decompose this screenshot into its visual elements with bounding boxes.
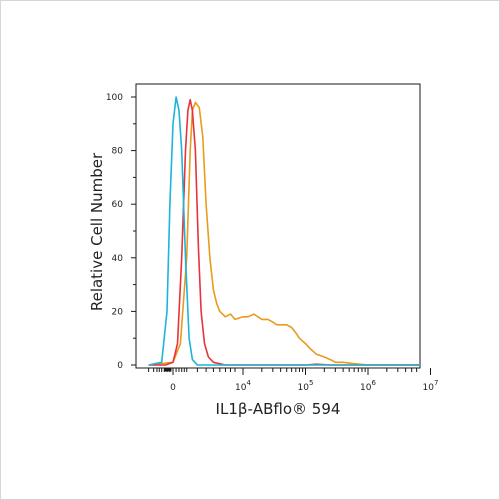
- x-axis: 0 104 105 106 107: [148, 368, 439, 393]
- y-tick-label-100: 100: [106, 93, 123, 103]
- x-tick-exp-3: 6: [371, 379, 376, 387]
- x-tick-exp-4: 7: [434, 379, 438, 387]
- x-tick-base-0: 0: [170, 383, 176, 393]
- y-axis: 0 20 40 60 80 100: [106, 93, 136, 371]
- y-tick-label-20: 20: [112, 307, 124, 317]
- y-axis-title: Relative Cell Number: [88, 152, 106, 311]
- series-layer: [148, 96, 420, 366]
- x-tick-label-1: 104: [235, 379, 251, 393]
- histogram-series-0: [148, 101, 420, 366]
- x-tick-base-3: 10: [360, 383, 372, 393]
- x-tick-label-3: 106: [360, 379, 376, 393]
- x-tick-label-0: 0: [170, 383, 176, 393]
- x-tick-base-1: 10: [235, 383, 247, 393]
- x-tick-exp-1: 4: [246, 379, 251, 387]
- y-tick-label-60: 60: [112, 200, 124, 210]
- x-tick-base-2: 10: [298, 383, 310, 393]
- x-tick-label-4: 107: [423, 379, 439, 393]
- x-tick-base-4: 10: [423, 383, 435, 393]
- y-tick-label-0: 0: [117, 361, 123, 371]
- y-tick-label-40: 40: [112, 254, 124, 264]
- histogram-series-2: [148, 96, 420, 366]
- plot-area: [135, 83, 421, 369]
- x-axis-title: IL1β-ABflo® 594: [216, 400, 341, 418]
- x-tick-exp-2: 5: [309, 379, 313, 387]
- y-tick-label-80: 80: [112, 147, 124, 157]
- x-tick-label-2: 105: [298, 379, 314, 393]
